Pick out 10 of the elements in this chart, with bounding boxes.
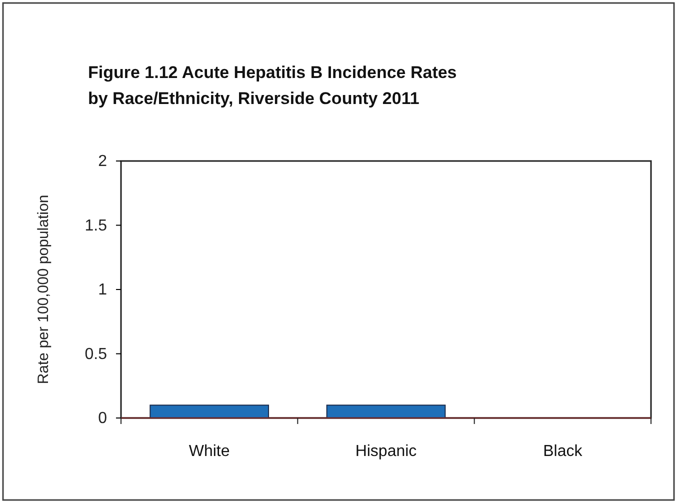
x-tick-label: Black [543,443,584,460]
y-tick-label: 0 [98,410,108,428]
x-tick-label: Hispanic [355,443,417,460]
chart-title: Figure 1.12 Acute Hepatitis B Incidence Rates by Race/Ethnicity, Riverside County 2011 [88,63,457,108]
y-tick-label: 2 [98,153,108,170]
y-tick-label: 0.5 [84,346,108,363]
x-tick-label: White [188,443,230,460]
y-axis-title: Rate per 100,000 population [35,194,52,384]
y-tick-label: 1 [98,282,108,299]
y-tick-label: 1.5 [84,217,108,234]
